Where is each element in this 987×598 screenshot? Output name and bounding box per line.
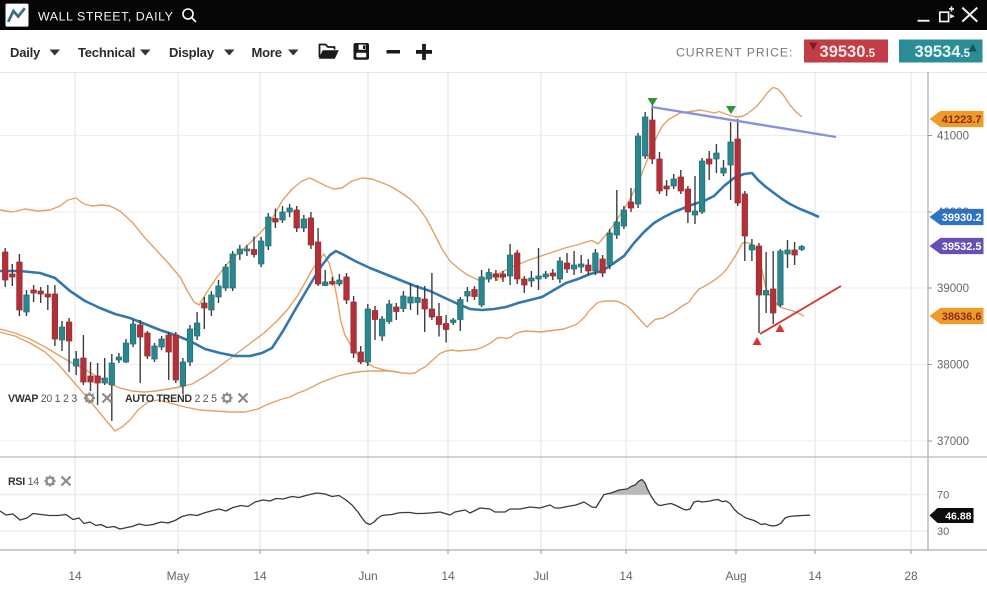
svg-text:May: May: [167, 569, 190, 583]
svg-text:Technical: Technical: [78, 45, 135, 60]
svg-text:Display: Display: [169, 45, 215, 60]
svg-text:More: More: [252, 45, 282, 60]
svg-text:Jul: Jul: [533, 569, 548, 583]
svg-text:39532.5: 39532.5: [942, 241, 982, 253]
svg-text:28: 28: [904, 569, 918, 583]
svg-text:RSI 14: RSI 14: [8, 476, 39, 488]
svg-text:39530.5: 39530.5: [820, 43, 876, 61]
svg-text:37000: 37000: [937, 436, 969, 448]
svg-text:CURRENT PRICE:: CURRENT PRICE:: [676, 46, 793, 60]
svg-text:14: 14: [808, 569, 822, 583]
svg-text:14: 14: [441, 569, 455, 583]
svg-text:Aug: Aug: [725, 569, 746, 583]
svg-text:Daily: Daily: [10, 45, 41, 60]
svg-text:70: 70: [937, 490, 949, 502]
svg-text:39534.5: 39534.5: [915, 43, 971, 61]
svg-text:14: 14: [68, 569, 82, 583]
svg-text:AUTO TREND 2 2 5: AUTO TREND 2 2 5: [125, 393, 217, 405]
svg-text:41000: 41000: [937, 131, 969, 143]
svg-text:39930.2: 39930.2: [942, 212, 982, 224]
svg-text:14: 14: [619, 569, 633, 583]
svg-text:46.88: 46.88: [945, 511, 971, 523]
svg-text:38636.6: 38636.6: [942, 311, 982, 323]
svg-text:41223.7: 41223.7: [942, 114, 982, 126]
svg-text:Jun: Jun: [358, 569, 377, 583]
svg-text:30: 30: [937, 526, 949, 538]
svg-text:14: 14: [253, 569, 267, 583]
svg-text:39000: 39000: [937, 283, 969, 295]
svg-text:VWAP 20 1 2 3: VWAP 20 1 2 3: [8, 393, 77, 405]
svg-text:WALL STREET, DAILY: WALL STREET, DAILY: [38, 9, 173, 23]
svg-text:38000: 38000: [937, 360, 969, 372]
